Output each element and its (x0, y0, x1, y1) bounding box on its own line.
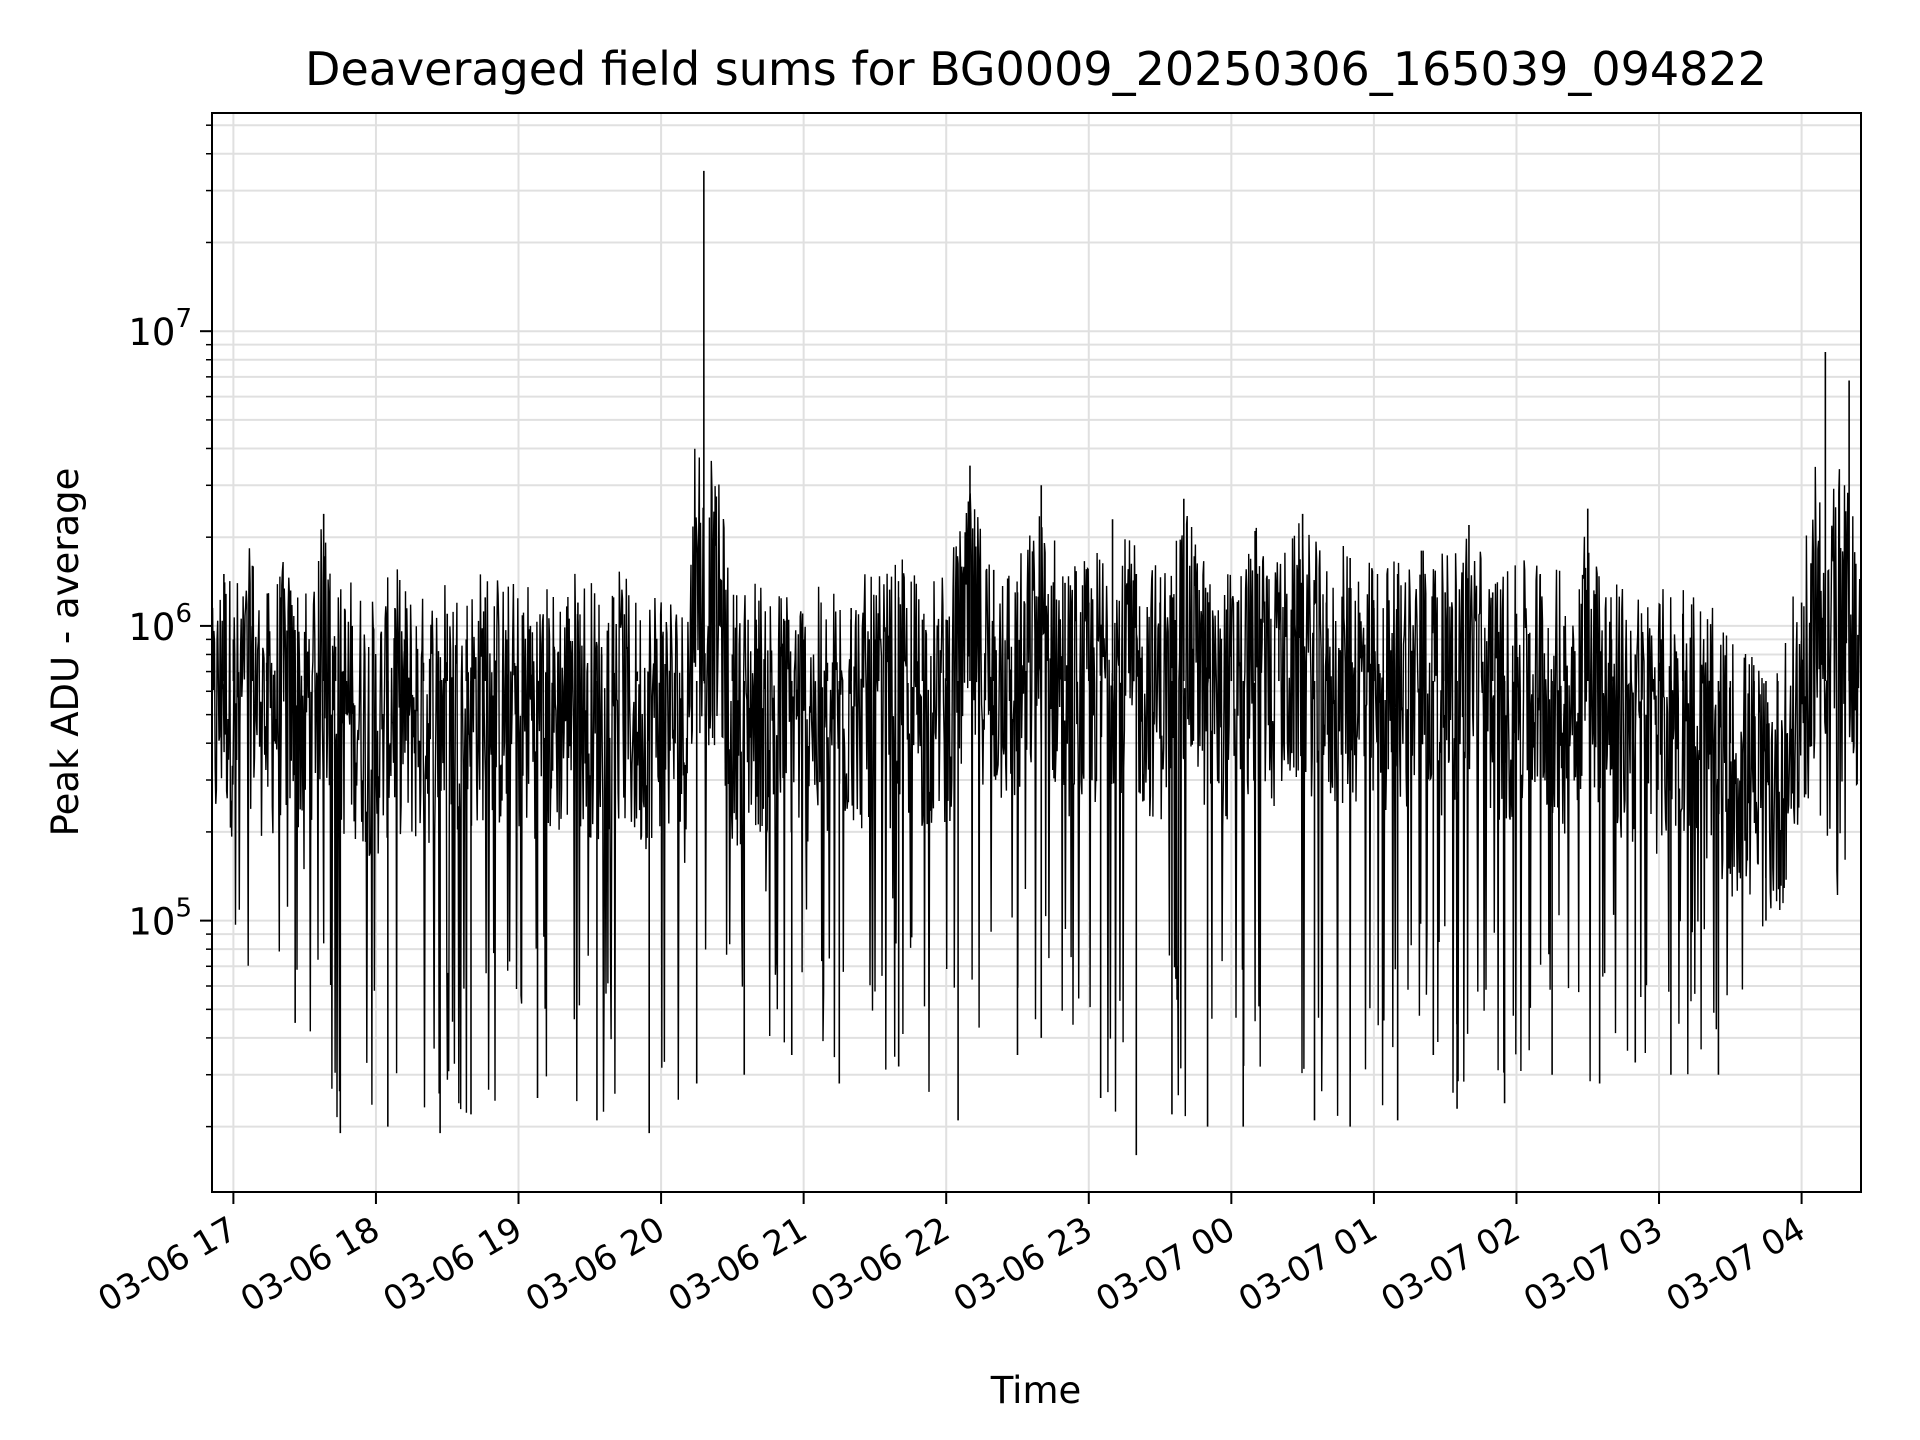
y-tick-label: 106 (128, 599, 192, 649)
data-series-layer (211, 170, 1862, 1156)
y-tick-exponent: 6 (175, 599, 192, 629)
x-tick-label: 03-06 17 (91, 1209, 243, 1320)
y-tick-base: 10 (128, 901, 175, 944)
y-tick-exponent: 5 (175, 894, 192, 924)
x-tick-label: 03-06 21 (662, 1209, 814, 1320)
x-tick-label: 03-07 02 (1375, 1209, 1527, 1320)
plot-frame (211, 112, 1862, 1193)
x-tick-label: 03-07 01 (1232, 1209, 1384, 1320)
chart-title: Deaveraged field sums for BG0009_2025030… (305, 42, 1767, 96)
y-tick-base: 10 (128, 311, 175, 354)
y-tick-exponent: 7 (175, 304, 192, 334)
x-tick-label: 03-06 18 (234, 1209, 386, 1320)
x-tick-label: 03-07 04 (1660, 1209, 1812, 1320)
x-tick-label: 03-07 00 (1089, 1209, 1241, 1320)
y-tick-label: 105 (128, 894, 192, 944)
series-line (211, 448, 1862, 1118)
x-axis-label: Time (990, 1369, 1082, 1412)
y-tick-label: 107 (128, 304, 192, 354)
y-axis-label: Peak ADU - average (44, 468, 87, 837)
x-tick-label: 03-07 03 (1517, 1209, 1669, 1320)
x-tick-label: 03-06 23 (947, 1209, 1099, 1320)
y-tick-base: 10 (128, 606, 175, 649)
x-tick-label: 03-06 19 (377, 1209, 529, 1320)
x-tick-label: 03-06 22 (804, 1209, 956, 1320)
x-tick-label: 03-06 20 (519, 1209, 671, 1320)
